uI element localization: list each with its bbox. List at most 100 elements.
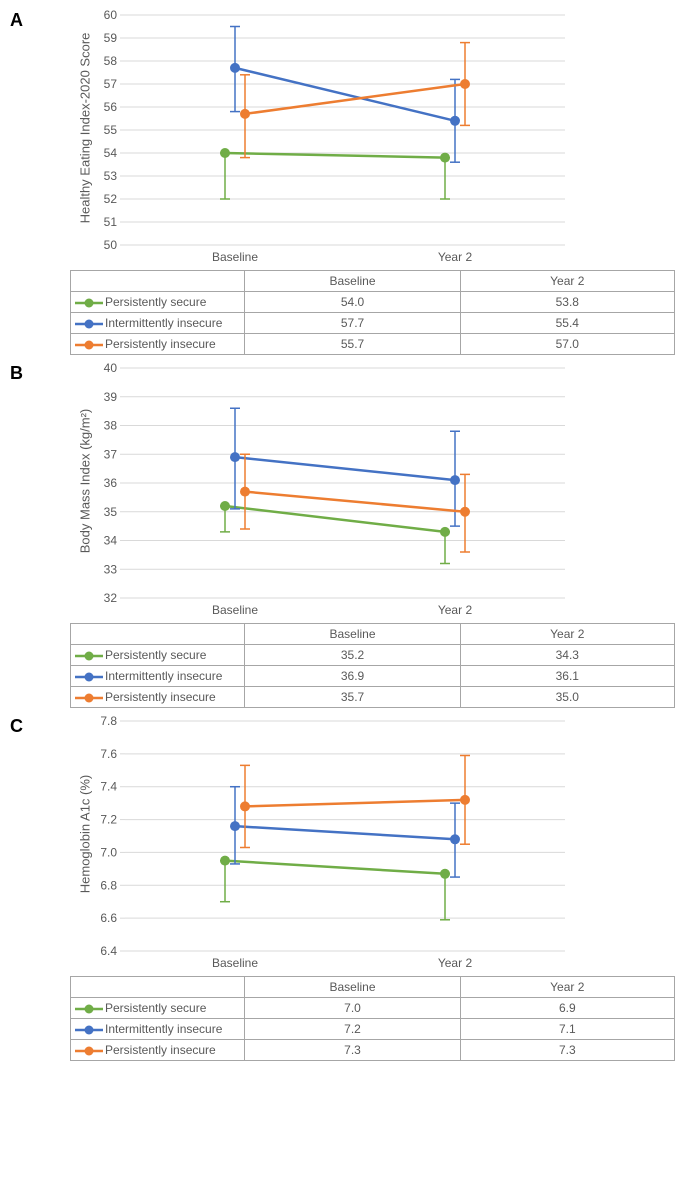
y-tick-label: 38 [104, 419, 118, 433]
panel-label: A [10, 10, 23, 31]
series-line-insecure [245, 84, 465, 114]
legend-cell-secure: Persistently secure [71, 292, 245, 313]
legend-marker-icon [75, 318, 103, 330]
table-header-empty [71, 271, 245, 292]
y-tick-label: 57 [104, 77, 118, 91]
y-tick-label: 7.2 [100, 813, 117, 827]
data-marker [460, 79, 470, 89]
table-value-cell: 7.0 [245, 998, 460, 1019]
data-marker [230, 63, 240, 73]
data-marker [460, 795, 470, 805]
legend-label: Persistently secure [105, 1001, 206, 1015]
y-tick-label: 33 [104, 562, 118, 576]
data-marker [440, 527, 450, 537]
table-header-cell: Baseline [245, 271, 460, 292]
legend-label: Intermittently insecure [105, 1022, 222, 1036]
panel-label: C [10, 716, 23, 737]
data-marker [240, 109, 250, 119]
table-value-cell: 57.0 [460, 334, 674, 355]
table-row: Persistently insecure35.735.0 [71, 687, 675, 708]
table-row: Persistently insecure55.757.0 [71, 334, 675, 355]
y-tick-label: 56 [104, 100, 118, 114]
chart-area: Body Mass Index (kg/m²)32333435363738394… [70, 363, 675, 623]
series-line-secure [225, 506, 445, 532]
data-marker [440, 869, 450, 879]
table-row: Persistently secure7.06.9 [71, 998, 675, 1019]
table-row: Persistently insecure7.37.3 [71, 1040, 675, 1061]
data-table: BaselineYear 2Persistently secure35.234.… [70, 623, 675, 708]
data-marker [450, 834, 460, 844]
y-tick-label: 6.4 [100, 944, 117, 958]
legend-marker-icon [75, 692, 103, 704]
table-row: Intermittently insecure36.936.1 [71, 666, 675, 687]
table-header-cell: Year 2 [460, 977, 674, 998]
y-tick-label: 6.6 [100, 911, 117, 925]
table-value-cell: 7.2 [245, 1019, 460, 1040]
legend-marker-icon [75, 1024, 103, 1036]
table-header-empty [71, 977, 245, 998]
data-marker [240, 801, 250, 811]
series-line-intermittent [235, 457, 455, 480]
table-value-cell: 35.0 [460, 687, 674, 708]
table-header-cell: Baseline [245, 624, 460, 645]
x-tick-label: Baseline [212, 250, 258, 264]
y-tick-label: 51 [104, 215, 118, 229]
y-axis-label: Healthy Eating Index-2020 Score [78, 32, 93, 223]
y-tick-label: 50 [104, 238, 118, 252]
table-header-row: BaselineYear 2 [71, 624, 675, 645]
data-marker [220, 148, 230, 158]
x-tick-label: Baseline [212, 956, 258, 970]
legend-label: Persistently insecure [105, 690, 216, 704]
data-marker [450, 475, 460, 485]
table-header-empty [71, 624, 245, 645]
table-row: Intermittently insecure 7.27.1 [71, 1019, 675, 1040]
legend-cell-intermittent: Intermittently insecure [71, 666, 245, 687]
data-marker [230, 452, 240, 462]
data-table: BaselineYear 2 Persistently secure54.053.… [70, 270, 675, 355]
table-value-cell: 53.8 [460, 292, 674, 313]
legend-cell-insecure: Persistently insecure [71, 1040, 245, 1061]
table-value-cell: 57.7 [245, 313, 460, 334]
legend-cell-secure: Persistently secure [71, 998, 245, 1019]
chart-area: Hemoglobin A1c (%)6.46.66.87.07.27.47.67… [70, 716, 675, 976]
y-tick-label: 7.8 [100, 716, 117, 728]
series-line-intermittent [235, 68, 455, 121]
legend-cell-secure: Persistently secure [71, 645, 245, 666]
table-header-cell: Baseline [245, 977, 460, 998]
table-value-cell: 34.3 [460, 645, 674, 666]
legend-cell-insecure: Persistently insecure [71, 334, 245, 355]
y-tick-label: 6.8 [100, 878, 117, 892]
y-tick-label: 7.0 [100, 845, 117, 859]
x-tick-label: Year 2 [438, 956, 473, 970]
chart-area: Healthy Eating Index-2020 Score505152535… [70, 10, 675, 270]
panel-b: B Body Mass Index (kg/m²)3233343536373839… [10, 363, 675, 708]
legend-label: Persistently insecure [105, 1043, 216, 1057]
y-tick-label: 58 [104, 54, 118, 68]
x-tick-label: Baseline [212, 603, 258, 617]
data-marker [220, 501, 230, 511]
legend-label: Persistently secure [105, 648, 206, 662]
y-tick-label: 55 [104, 123, 118, 137]
y-tick-label: 40 [104, 363, 118, 375]
series-line-insecure [245, 800, 465, 807]
table-header-cell: Year 2 [460, 271, 674, 292]
series-line-insecure [245, 492, 465, 512]
y-tick-label: 53 [104, 169, 118, 183]
table-value-cell: 7.3 [245, 1040, 460, 1061]
chart-svg: 5051525354555657585960BaselineYear 2 [70, 10, 565, 270]
table-value-cell: 7.1 [460, 1019, 674, 1040]
panel-label: B [10, 363, 23, 384]
table-value-cell: 36.1 [460, 666, 674, 687]
legend-marker-icon [75, 1045, 103, 1057]
x-tick-label: Year 2 [438, 603, 473, 617]
data-marker [220, 856, 230, 866]
y-tick-label: 7.6 [100, 747, 117, 761]
series-line-intermittent [235, 826, 455, 839]
y-tick-label: 36 [104, 476, 118, 490]
x-tick-label: Year 2 [438, 250, 473, 264]
legend-marker-icon [75, 650, 103, 662]
y-tick-label: 7.4 [100, 780, 117, 794]
data-table: BaselineYear 2Persistently secure7.06.9I… [70, 976, 675, 1061]
table-value-cell: 54.0 [245, 292, 460, 313]
data-marker [450, 116, 460, 126]
